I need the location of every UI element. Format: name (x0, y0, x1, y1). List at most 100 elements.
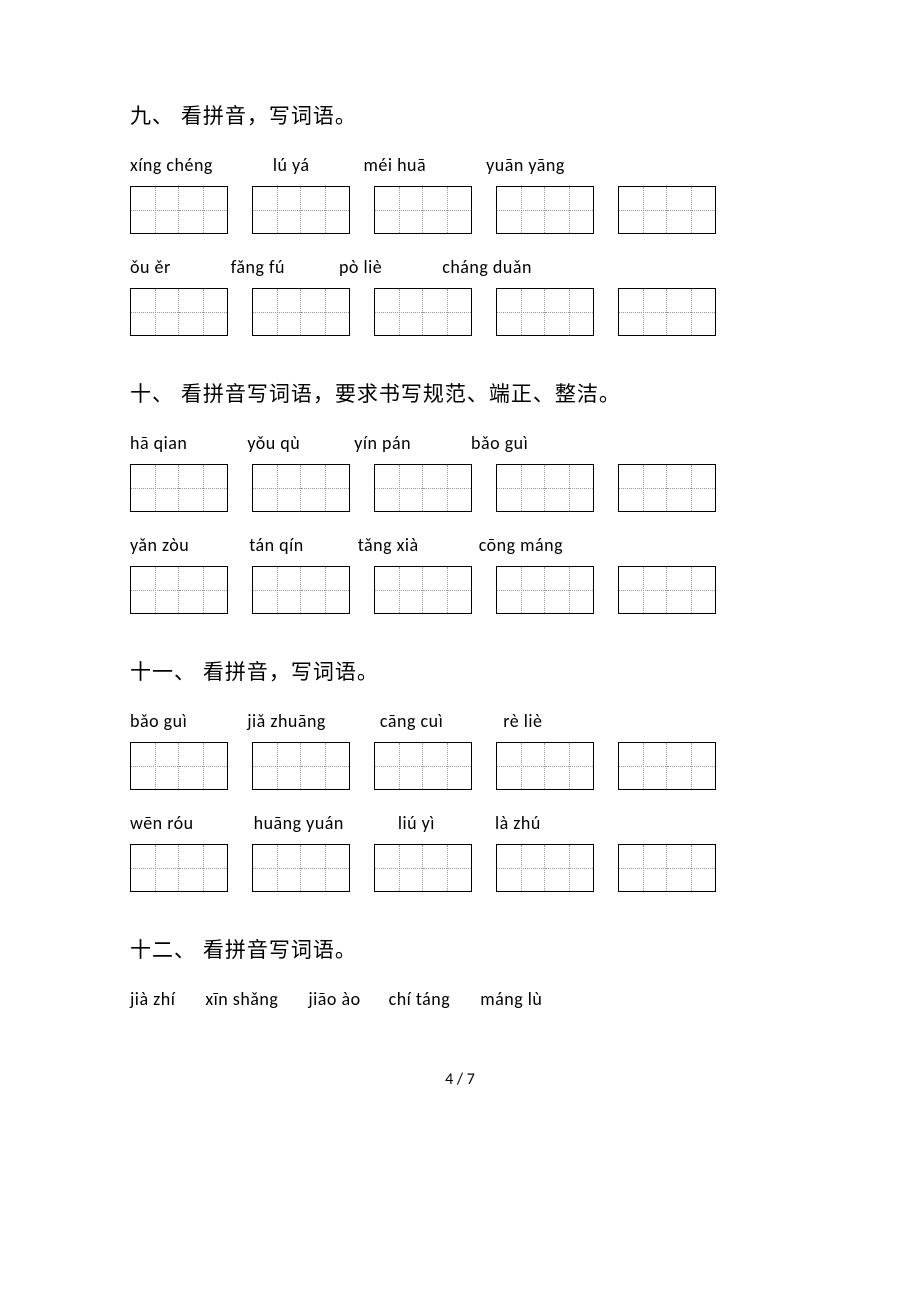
tianzige-cell[interactable] (179, 743, 227, 789)
tianzige-cell[interactable] (131, 743, 179, 789)
tianzige-cell[interactable] (545, 187, 593, 233)
tianzige-cell[interactable] (667, 289, 715, 335)
tianzige-box[interactable] (496, 288, 594, 336)
tianzige-box[interactable] (374, 742, 472, 790)
tianzige-cell[interactable] (497, 845, 545, 891)
tianzige-cell[interactable] (497, 743, 545, 789)
tianzige-box[interactable] (618, 742, 716, 790)
tianzige-cell[interactable] (131, 567, 179, 613)
tianzige-box[interactable] (130, 742, 228, 790)
tianzige-cell[interactable] (375, 845, 423, 891)
tianzige-cell[interactable] (667, 465, 715, 511)
tianzige-cell[interactable] (301, 567, 349, 613)
tianzige-cell[interactable] (619, 845, 667, 891)
tianzige-cell[interactable] (375, 743, 423, 789)
tianzige-box[interactable] (496, 464, 594, 512)
tianzige-cell[interactable] (301, 743, 349, 789)
tianzige-cell[interactable] (619, 465, 667, 511)
tianzige-cell[interactable] (423, 289, 471, 335)
tianzige-cell[interactable] (667, 187, 715, 233)
exercise-row: xíng chénglú yáméi huāyuān yāng (130, 154, 790, 234)
tianzige-box[interactable] (252, 464, 350, 512)
tianzige-box[interactable] (618, 186, 716, 234)
tianzige-cell[interactable] (423, 743, 471, 789)
tianzige-cell[interactable] (253, 743, 301, 789)
tianzige-box[interactable] (374, 566, 472, 614)
tianzige-cell[interactable] (301, 289, 349, 335)
tianzige-cell[interactable] (301, 845, 349, 891)
pinyin-word: máng lù (480, 988, 542, 1010)
tianzige-cell[interactable] (667, 743, 715, 789)
tianzige-cell[interactable] (667, 567, 715, 613)
tianzige-box[interactable] (496, 742, 594, 790)
tianzige-box[interactable] (618, 288, 716, 336)
tianzige-cell[interactable] (375, 187, 423, 233)
tianzige-cell[interactable] (253, 289, 301, 335)
tianzige-box[interactable] (252, 844, 350, 892)
tianzige-cell[interactable] (497, 465, 545, 511)
exercise-section: 十、 看拼音写词语，要求书写规范、端正、整洁。hā qianyǒu qùyín … (130, 378, 790, 614)
answer-boxes-line (130, 464, 790, 512)
tianzige-box[interactable] (618, 844, 716, 892)
pinyin-word: yǎn zòu (130, 534, 189, 556)
tianzige-box[interactable] (496, 566, 594, 614)
tianzige-cell[interactable] (545, 845, 593, 891)
tianzige-cell[interactable] (619, 187, 667, 233)
tianzige-cell[interactable] (497, 567, 545, 613)
tianzige-cell[interactable] (545, 289, 593, 335)
tianzige-cell[interactable] (179, 289, 227, 335)
tianzige-cell[interactable] (545, 743, 593, 789)
tianzige-cell[interactable] (497, 289, 545, 335)
tianzige-cell[interactable] (253, 845, 301, 891)
tianzige-box[interactable] (252, 742, 350, 790)
tianzige-box[interactable] (374, 464, 472, 512)
tianzige-cell[interactable] (619, 743, 667, 789)
pinyin-word: yín pán (354, 432, 411, 454)
tianzige-box[interactable] (252, 566, 350, 614)
tianzige-cell[interactable] (423, 465, 471, 511)
tianzige-cell[interactable] (619, 567, 667, 613)
tianzige-cell[interactable] (423, 187, 471, 233)
exercise-section: 十一、 看拼音，写词语。bǎo guìjiǎ zhuāngcāng cuìrè … (130, 656, 790, 892)
tianzige-box[interactable] (252, 186, 350, 234)
tianzige-cell[interactable] (423, 845, 471, 891)
tianzige-cell[interactable] (179, 845, 227, 891)
tianzige-cell[interactable] (375, 465, 423, 511)
tianzige-box[interactable] (374, 186, 472, 234)
tianzige-cell[interactable] (131, 465, 179, 511)
tianzige-box[interactable] (374, 288, 472, 336)
tianzige-box[interactable] (496, 186, 594, 234)
tianzige-cell[interactable] (301, 465, 349, 511)
tianzige-cell[interactable] (375, 289, 423, 335)
tianzige-cell[interactable] (179, 465, 227, 511)
tianzige-cell[interactable] (423, 567, 471, 613)
tianzige-box[interactable] (130, 844, 228, 892)
tianzige-cell[interactable] (497, 187, 545, 233)
tianzige-box[interactable] (374, 844, 472, 892)
tianzige-box[interactable] (618, 464, 716, 512)
tianzige-cell[interactable] (619, 289, 667, 335)
tianzige-cell[interactable] (253, 567, 301, 613)
tianzige-cell[interactable] (131, 187, 179, 233)
tianzige-cell[interactable] (131, 845, 179, 891)
tianzige-cell[interactable] (179, 567, 227, 613)
tianzige-cell[interactable] (131, 289, 179, 335)
tianzige-box[interactable] (496, 844, 594, 892)
tianzige-cell[interactable] (253, 187, 301, 233)
tianzige-cell[interactable] (667, 845, 715, 891)
tianzige-box[interactable] (252, 288, 350, 336)
tianzige-cell[interactable] (375, 567, 423, 613)
tianzige-cell[interactable] (545, 567, 593, 613)
tianzige-box[interactable] (130, 464, 228, 512)
tianzige-cell[interactable] (545, 465, 593, 511)
tianzige-box[interactable] (130, 288, 228, 336)
tianzige-cell[interactable] (301, 187, 349, 233)
tianzige-box[interactable] (130, 566, 228, 614)
tianzige-cell[interactable] (179, 187, 227, 233)
tianzige-box[interactable] (130, 186, 228, 234)
pinyin-word: jià zhí (130, 988, 175, 1010)
exercise-row: jià zhíxīn shǎngjiāo àochí tángmáng lù (130, 988, 790, 1010)
answer-boxes-line (130, 742, 790, 790)
tianzige-cell[interactable] (253, 465, 301, 511)
tianzige-box[interactable] (618, 566, 716, 614)
